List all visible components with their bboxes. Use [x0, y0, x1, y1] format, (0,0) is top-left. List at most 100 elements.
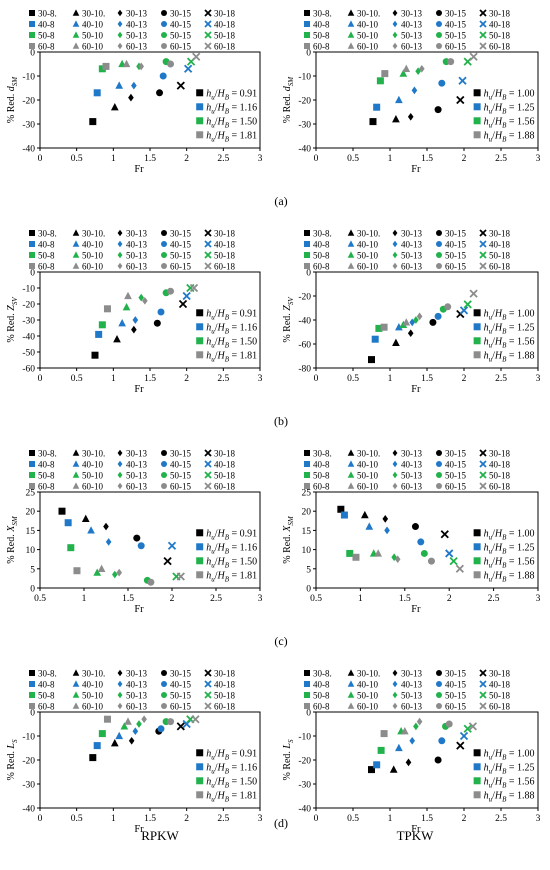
data-point: [368, 766, 375, 774]
legend-marker: [29, 43, 35, 49]
legend-marker: [117, 251, 123, 259]
ratio-legend-label: hu/HB = 1.50: [206, 776, 257, 789]
legend-label: 50-8: [313, 691, 330, 701]
legend-marker: [72, 669, 80, 676]
legend-label: 50-18: [214, 251, 235, 261]
legend-marker: [72, 702, 80, 709]
data-point: [58, 507, 66, 515]
legend-marker: [29, 32, 35, 38]
legend-marker: [436, 21, 442, 27]
data-point: [189, 283, 199, 293]
y-tick-label: -30: [22, 121, 35, 131]
data-point: [128, 736, 135, 745]
legend-marker: [72, 42, 80, 49]
data-point: [395, 323, 403, 331]
legend-marker: [479, 482, 487, 490]
legend-marker: [347, 251, 355, 258]
ratio-legend-swatch: [196, 777, 204, 785]
x-tick-label: 1.5: [144, 154, 156, 164]
legend-label: 40-10: [82, 680, 103, 690]
x-tick-label: 1.5: [144, 814, 156, 824]
legend-label: 50-15: [445, 251, 466, 261]
legend-marker: [479, 471, 487, 479]
y-axis-label: % Red. ZSV: [282, 297, 295, 343]
y-tick-label: -30: [298, 121, 311, 131]
x-tick-label: 0: [38, 814, 43, 824]
data-point: [137, 542, 145, 550]
legend-label: 50-15: [170, 471, 191, 481]
legend-marker: [161, 32, 167, 38]
legend-marker: [72, 471, 80, 478]
x-axis-label: Fr: [134, 384, 144, 395]
ratio-legend-swatch: [196, 749, 204, 757]
legend-marker: [347, 482, 355, 489]
legend-marker: [304, 32, 310, 38]
legend-label: 60-8: [38, 262, 55, 272]
legend-marker: [436, 703, 442, 709]
legend-marker: [72, 262, 80, 269]
data-point: [389, 765, 398, 773]
ratio-legend-swatch: [473, 351, 481, 359]
legend-marker: [117, 691, 123, 699]
legend-marker: [392, 229, 398, 237]
legend-label: 50-10: [82, 31, 103, 41]
legend-marker: [72, 251, 80, 258]
legend-marker: [436, 10, 442, 16]
legend-label: 60-13: [401, 702, 422, 712]
legend-label: 40-18: [489, 240, 510, 250]
legend-label: 60-18: [214, 262, 235, 272]
ratio-legend-swatch: [196, 323, 204, 331]
legend-marker: [72, 482, 80, 489]
data-point: [384, 526, 390, 535]
legend-marker: [204, 680, 212, 688]
legend-marker: [479, 42, 487, 50]
legend-label: 50-13: [126, 31, 147, 41]
legend-label: 40-15: [170, 20, 191, 30]
data-point: [102, 62, 110, 70]
data-point: [97, 564, 106, 572]
y-tick-label: -20: [22, 301, 35, 311]
data-point: [103, 522, 109, 531]
legend-label: 40-18: [214, 20, 235, 30]
legend-label: 50-8: [38, 251, 55, 261]
legend-marker: [161, 461, 167, 467]
legend-marker: [479, 680, 487, 688]
legend-label: 50-15: [170, 251, 191, 261]
data-point: [360, 510, 369, 519]
x-tick-label: 3: [536, 814, 541, 824]
legend-marker: [204, 449, 212, 457]
legend-marker: [204, 262, 212, 270]
ratio-legend-swatch: [196, 791, 204, 799]
ratio-legend-swatch: [473, 323, 481, 331]
x-axis-label: Fr: [411, 164, 421, 175]
legend-label: 30-15: [170, 669, 191, 679]
ratio-legend-swatch: [473, 117, 481, 125]
y-tick-label: -10: [22, 73, 35, 83]
legend-marker: [204, 9, 212, 17]
x-tick-label: 1: [358, 594, 363, 604]
legend-marker: [304, 21, 310, 27]
legend-label: 50-13: [401, 471, 422, 481]
legend-label: 50-8: [313, 471, 330, 481]
data-point: [167, 541, 177, 550]
legend-label: 40-18: [489, 20, 510, 30]
legend-marker: [29, 21, 35, 27]
ratio-legend-label: hu/HB = 1.25: [484, 322, 535, 335]
data-point: [93, 742, 101, 750]
top-legend: 30-8. 30-10. 30-13 30-15 30-18 40-8 40-10 40-13…: [29, 9, 235, 52]
legend-label: 40-8: [313, 240, 330, 250]
x-tick-label: 1.5: [144, 374, 156, 384]
top-legend: 30-8. 30-10. 30-13 30-15 30-18 40-8 40-10 40-13…: [304, 229, 510, 272]
x-tick-label: 3: [258, 594, 263, 604]
legend-label: 60-18: [489, 702, 510, 712]
legend-marker: [204, 471, 212, 479]
data-point: [368, 356, 375, 364]
legend-label: 30-13: [126, 9, 147, 19]
legend-label: 50-15: [170, 691, 191, 701]
data-point: [416, 312, 423, 321]
legend-marker: [161, 10, 167, 16]
data-point: [120, 722, 129, 730]
ratio-legend-label: hu/HB = 1.50: [206, 336, 257, 349]
ratio-legend-label: hu/HB = 1.88: [484, 350, 535, 363]
